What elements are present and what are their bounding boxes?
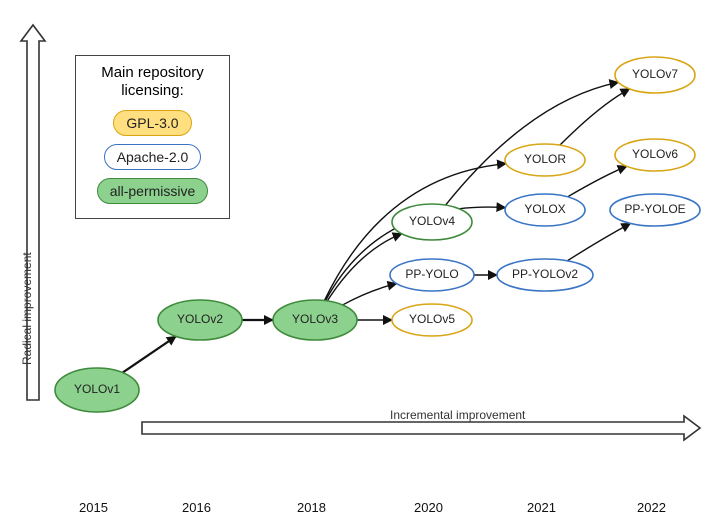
node-label-v1: YOLOv1 <box>74 382 120 396</box>
node-label-x: YOLOX <box>524 202 565 216</box>
year-2020: 2020 <box>414 500 443 515</box>
edge-r-v7 <box>560 89 630 145</box>
legend-box: Main repository licensing: GPL-3.0 Apache… <box>75 55 230 219</box>
legend-title: Main repository licensing: <box>88 64 217 100</box>
node-label-v5: YOLOv5 <box>409 312 455 326</box>
y-axis-label: Radical improvement <box>20 252 34 365</box>
edge-v3-pp <box>343 284 397 305</box>
legend-pill-apache-2-0: Apache-2.0 <box>104 144 202 170</box>
year-2022: 2022 <box>637 500 666 515</box>
x-axis-label: Incremental improvement <box>390 408 525 422</box>
node-label-v7: YOLOv7 <box>632 67 678 81</box>
legend-pill-all-permissive: all-permissive <box>97 178 209 204</box>
legend-pill-gpl-3-0: GPL-3.0 <box>113 110 191 136</box>
year-2016: 2016 <box>182 500 211 515</box>
node-label-v4: YOLOv4 <box>409 214 455 228</box>
year-2021: 2021 <box>527 500 556 515</box>
edge-v1-v2 <box>123 336 176 372</box>
node-label-pp: PP-YOLO <box>405 267 458 281</box>
year-2018: 2018 <box>297 500 326 515</box>
node-label-r: YOLOR <box>524 152 566 166</box>
node-label-v2: YOLOv2 <box>177 312 223 326</box>
node-label-ppe: PP-YOLOE <box>624 202 685 216</box>
year-2015: 2015 <box>79 500 108 515</box>
edge-v3-v4 <box>327 234 401 301</box>
edge-x-v6 <box>568 166 627 196</box>
node-label-pp2: PP-YOLOv2 <box>512 267 578 281</box>
node-label-v3: YOLOv3 <box>292 312 338 326</box>
edge-v4-v7 <box>446 82 619 205</box>
edge-pp2-ppe <box>567 223 630 260</box>
node-label-v6: YOLOv6 <box>632 147 678 161</box>
